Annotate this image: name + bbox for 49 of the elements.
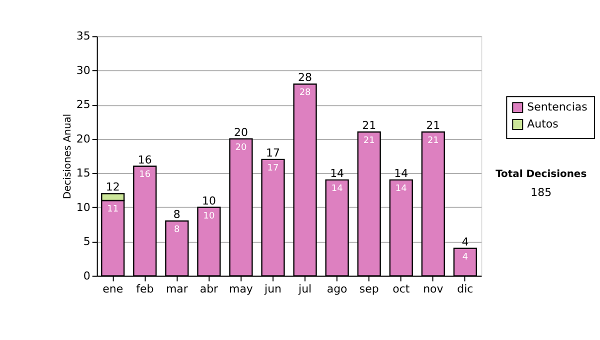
y-axis-title: Decisiones Anual (62, 114, 74, 200)
total-label: 14 (330, 166, 344, 180)
total-label: 16 (138, 153, 152, 166)
x-tick-label: jun (264, 282, 282, 296)
data-label: 16 (139, 170, 151, 180)
data-label: 10 (203, 211, 215, 222)
y-tick-label: 35 (76, 30, 90, 43)
data-label: 28 (299, 88, 312, 98)
legend-label: Autos (527, 118, 559, 131)
x-tick-label: sep (359, 282, 379, 296)
total-label: 8 (173, 208, 180, 222)
data-label: 4 (462, 252, 468, 262)
data-label: 17 (267, 163, 279, 174)
x-tick-label: jul (298, 282, 312, 296)
x-tick-label: may (229, 282, 254, 296)
total-label: 14 (394, 166, 408, 180)
total-label: 20 (234, 126, 248, 139)
x-tick-label: ago (326, 282, 348, 296)
total-label: 28 (298, 71, 312, 84)
y-tick-label: 30 (76, 64, 90, 77)
y-tick-label: 25 (76, 98, 90, 112)
data-label: 11 (107, 204, 119, 214)
data-label: 20 (235, 142, 247, 153)
data-label: 14 (331, 184, 344, 194)
data-label: 21 (427, 136, 439, 146)
x-tick-label: dic (457, 282, 474, 296)
total-label: 12 (106, 180, 120, 194)
y-tick-label: 15 (76, 166, 90, 180)
total-label: 17 (266, 146, 280, 160)
total-label: 10 (202, 194, 216, 208)
total-label: 21 (426, 119, 440, 132)
text: Total Decisiones (496, 168, 587, 180)
y-tick-label: 0 (83, 269, 90, 282)
total-label: 4 (462, 235, 469, 248)
legend-label: Sentencias (527, 100, 588, 114)
total-label: 21 (362, 119, 376, 132)
x-tick-label: ene (102, 282, 124, 296)
data-label: 8 (174, 225, 180, 236)
data-label: 14 (395, 184, 408, 194)
x-tick-label: feb (136, 282, 154, 296)
x-tick-label: oct (392, 282, 410, 296)
text: 185 (530, 186, 552, 199)
x-tick-label: mar (166, 282, 188, 296)
y-tick-label: 5 (83, 235, 90, 248)
x-tick-label: nov (423, 282, 444, 296)
y-tick-label: 20 (76, 132, 90, 146)
y-tick-label: 10 (76, 200, 90, 214)
data-label: 21 (363, 136, 375, 146)
x-tick-label: abr (200, 282, 219, 296)
